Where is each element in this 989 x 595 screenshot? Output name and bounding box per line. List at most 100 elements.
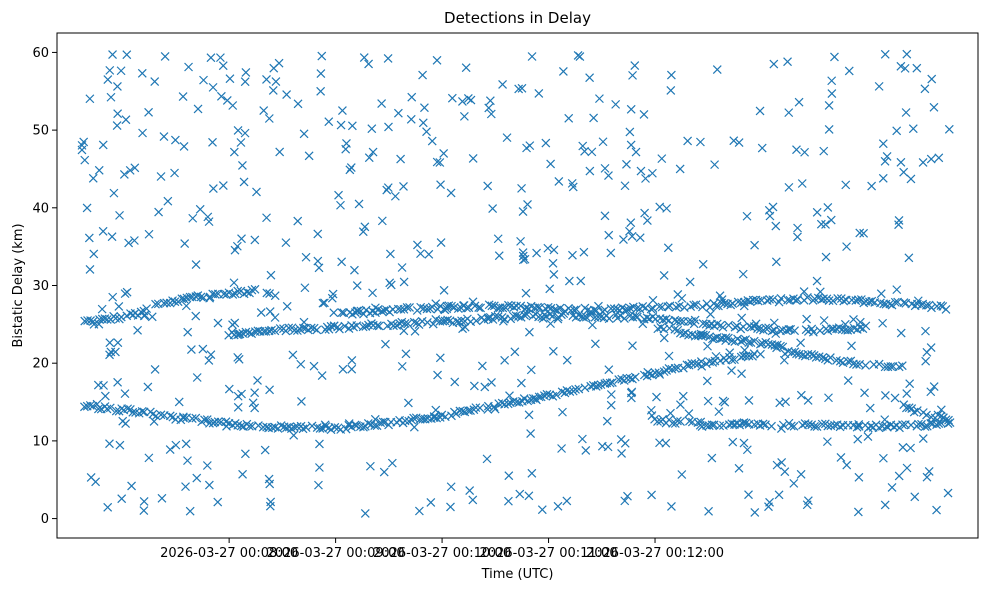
data-point-x-marker bbox=[944, 415, 953, 425]
data-point-x-marker bbox=[198, 344, 208, 354]
data-point-x-marker bbox=[783, 57, 792, 67]
data-point-x-marker bbox=[826, 215, 836, 225]
data-point-x-marker bbox=[268, 86, 278, 95]
data-point-x-marker bbox=[602, 416, 612, 426]
data-point-x-marker bbox=[755, 106, 765, 116]
data-point-x-marker bbox=[149, 416, 159, 426]
data-point-x-marker bbox=[202, 461, 212, 470]
data-point-x-marker bbox=[377, 306, 387, 316]
data-point-x-marker bbox=[242, 287, 252, 297]
data-point-x-marker bbox=[228, 101, 238, 110]
data-point-x-marker bbox=[776, 424, 786, 433]
data-point-x-marker bbox=[337, 308, 347, 318]
data-point-x-marker bbox=[233, 391, 243, 401]
data-point-x-marker bbox=[707, 334, 717, 344]
data-point-x-marker bbox=[936, 301, 946, 310]
data-point-x-marker bbox=[418, 70, 428, 80]
data-point-x-marker bbox=[183, 327, 193, 337]
data-point-x-marker bbox=[358, 227, 368, 237]
data-point-x-marker bbox=[396, 154, 406, 164]
data-point-x-marker bbox=[523, 200, 532, 209]
data-point-x-marker bbox=[526, 365, 536, 375]
data-point-x-marker bbox=[824, 100, 834, 110]
data-point-x-marker bbox=[918, 434, 928, 443]
data-point-x-marker bbox=[500, 399, 509, 409]
data-point-x-marker bbox=[505, 391, 514, 401]
data-point-x-marker bbox=[316, 86, 326, 96]
data-point-x-marker bbox=[431, 315, 441, 324]
data-point-x-marker bbox=[121, 115, 131, 125]
data-point-x-marker bbox=[196, 292, 206, 302]
data-point-x-marker bbox=[397, 361, 407, 371]
data-point-x-marker bbox=[666, 70, 676, 80]
data-point-x-marker bbox=[488, 204, 498, 213]
data-point-x-marker bbox=[350, 265, 359, 275]
data-point-x-marker bbox=[103, 75, 113, 84]
data-point-x-marker bbox=[482, 454, 492, 464]
data-point-x-marker bbox=[504, 300, 513, 310]
data-point-x-marker bbox=[777, 457, 787, 467]
data-point-x-marker bbox=[433, 370, 442, 380]
data-point-x-marker bbox=[270, 291, 280, 301]
data-point-x-marker bbox=[549, 245, 559, 255]
data-point-x-marker bbox=[301, 423, 311, 433]
data-point-x-marker bbox=[531, 395, 541, 405]
data-point-x-marker bbox=[97, 304, 107, 314]
data-point-x-marker bbox=[538, 314, 548, 323]
data-point-x-marker bbox=[289, 430, 299, 440]
data-point-x-marker bbox=[108, 50, 117, 59]
data-point-x-marker bbox=[703, 396, 713, 406]
data-point-x-marker bbox=[407, 92, 417, 102]
data-point-x-marker bbox=[836, 453, 846, 462]
data-point-x-marker bbox=[114, 302, 124, 311]
data-point-x-marker bbox=[247, 285, 257, 295]
data-point-x-marker bbox=[406, 114, 416, 124]
data-point-x-marker bbox=[522, 143, 531, 153]
data-point-x-marker bbox=[265, 289, 275, 299]
data-point-x-marker bbox=[359, 422, 368, 432]
data-point-x-marker bbox=[281, 238, 291, 248]
data-point-x-marker bbox=[896, 157, 906, 167]
data-point-x-marker bbox=[663, 243, 673, 253]
data-point-x-marker bbox=[498, 303, 508, 313]
data-point-x-marker bbox=[886, 362, 896, 371]
data-point-x-marker bbox=[807, 350, 817, 359]
data-point-x-marker bbox=[266, 270, 276, 280]
data-point-x-marker bbox=[655, 202, 665, 212]
data-point-x-marker bbox=[730, 355, 739, 365]
data-point-x-marker bbox=[241, 68, 251, 77]
data-point-x-marker bbox=[792, 145, 801, 155]
data-point-x-marker bbox=[924, 467, 934, 476]
data-point-x-marker bbox=[744, 351, 754, 361]
data-point-x-marker bbox=[420, 103, 429, 113]
data-point-x-marker bbox=[543, 243, 553, 253]
data-point-x-marker bbox=[666, 86, 676, 95]
data-point-x-marker bbox=[696, 417, 706, 427]
data-point-x-marker bbox=[250, 403, 260, 413]
data-point-x-marker bbox=[312, 325, 322, 335]
x-tick-label: 2026-03-27 00:12:00 bbox=[586, 546, 724, 561]
data-point-x-marker bbox=[647, 490, 656, 500]
data-point-x-marker bbox=[828, 296, 838, 306]
data-point-x-marker bbox=[674, 301, 684, 311]
data-point-x-marker bbox=[511, 311, 521, 321]
data-point-x-marker bbox=[661, 314, 671, 324]
data-point-x-marker bbox=[422, 318, 432, 327]
data-point-x-marker bbox=[230, 245, 240, 255]
data-point-x-marker bbox=[548, 258, 558, 268]
data-point-x-marker bbox=[585, 166, 595, 176]
data-point-x-marker bbox=[205, 418, 214, 428]
data-point-x-marker bbox=[322, 322, 332, 332]
data-point-x-marker bbox=[237, 160, 247, 170]
data-point-x-marker bbox=[502, 133, 512, 143]
data-point-x-marker bbox=[178, 92, 188, 102]
data-point-x-marker bbox=[353, 306, 363, 316]
data-point-x-marker bbox=[320, 298, 329, 308]
data-point-x-marker bbox=[548, 346, 558, 356]
data-point-x-marker bbox=[490, 404, 500, 414]
data-point-x-marker bbox=[288, 350, 298, 360]
data-point-x-marker bbox=[744, 396, 754, 405]
data-point-x-marker bbox=[248, 398, 258, 408]
data-point-x-marker bbox=[233, 286, 243, 296]
data-point-x-marker bbox=[318, 298, 328, 308]
